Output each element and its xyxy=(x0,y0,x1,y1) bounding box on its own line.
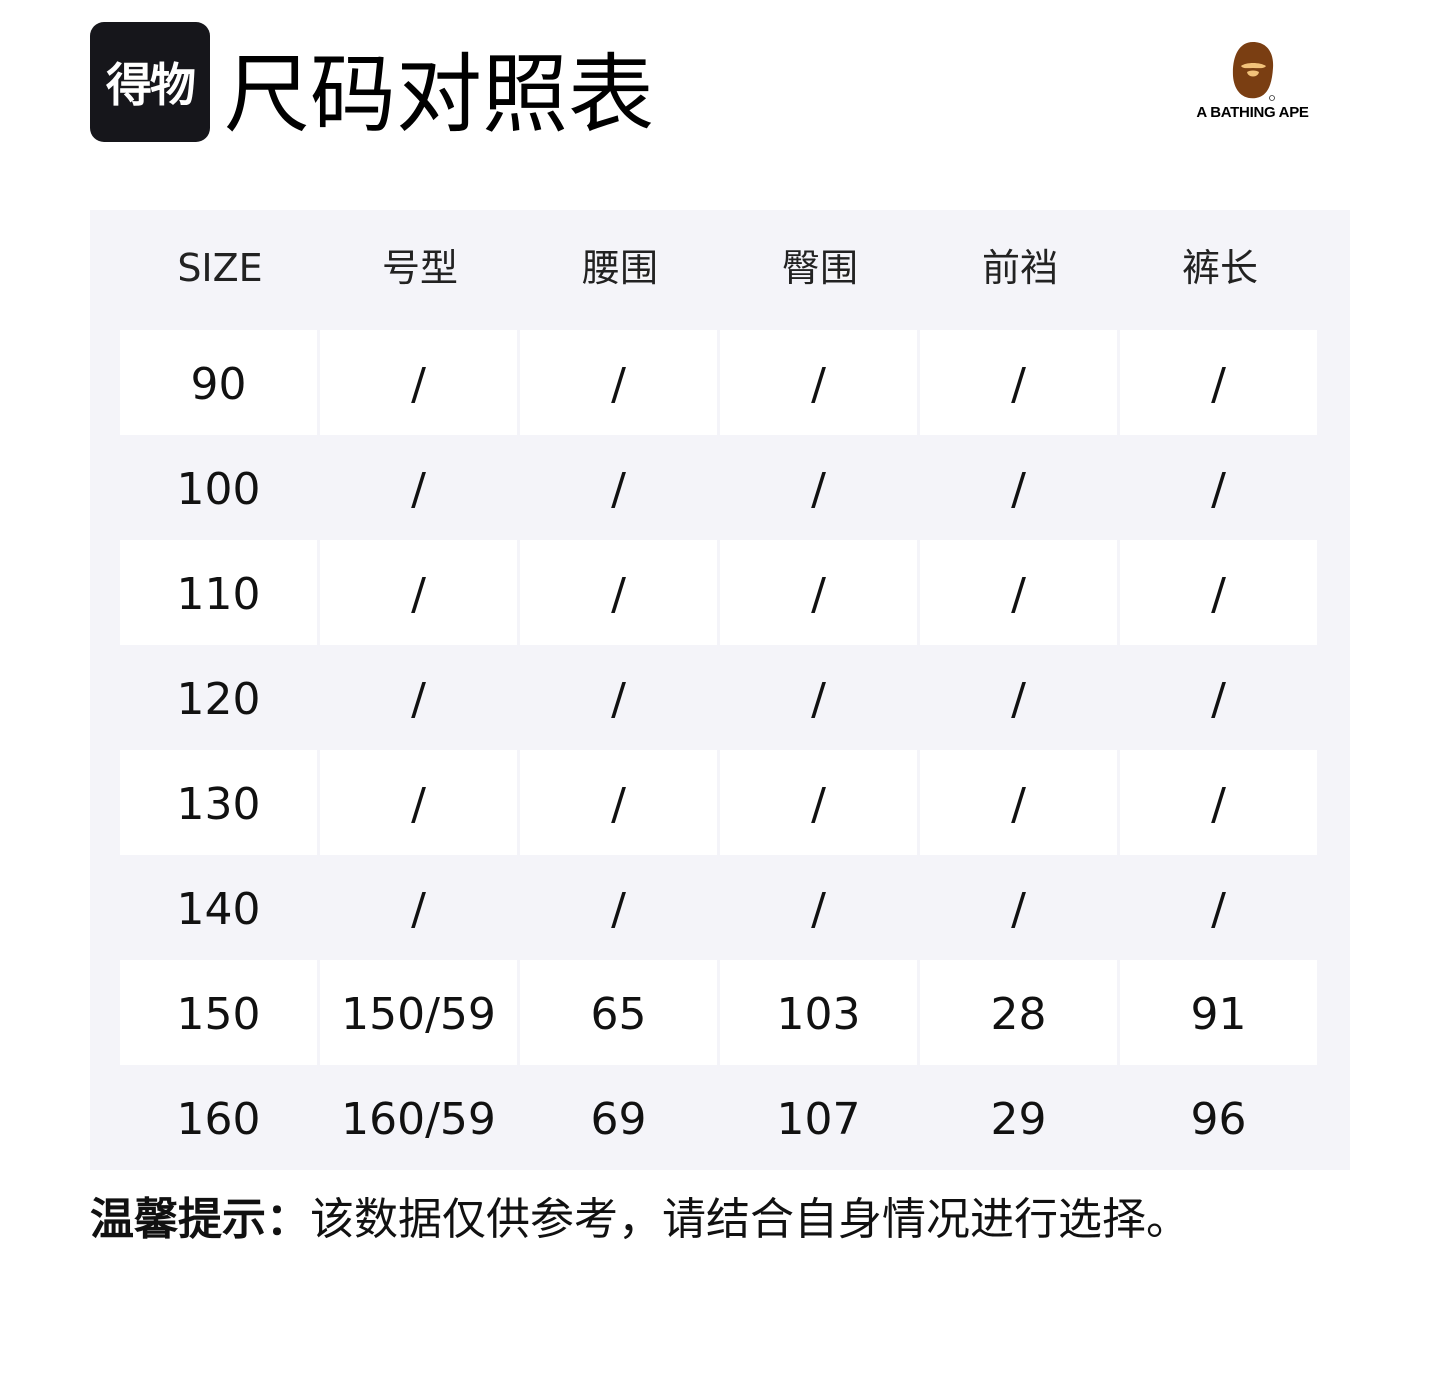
table-cell: / xyxy=(320,540,517,645)
table-cell: / xyxy=(1011,464,1026,515)
table-cell: / xyxy=(411,884,426,935)
table-cell: / xyxy=(411,674,426,725)
column-header: 前裆 xyxy=(981,246,1058,290)
table-cell: 29 xyxy=(990,1094,1047,1145)
table-cell: / xyxy=(1211,464,1226,515)
table-row: 120 / / / / / xyxy=(120,645,1320,750)
table-cell: / xyxy=(520,540,717,645)
table-cell: 140 xyxy=(176,884,261,935)
column-header: 裤长 xyxy=(1181,246,1258,290)
table-cell: 150 xyxy=(120,960,317,1065)
table-cell: 107 xyxy=(776,1094,861,1145)
table-cell: 160 xyxy=(176,1094,261,1145)
table-cell: / xyxy=(811,884,826,935)
table-cell: / xyxy=(1011,884,1026,935)
table-cell: / xyxy=(720,540,917,645)
page-title: 尺码对照表 xyxy=(224,45,654,145)
table-row: 140 / / / / / xyxy=(120,855,1320,960)
table-cell: / xyxy=(1211,674,1226,725)
tip-note: 温馨提示：该数据仅供参考，请结合自身情况进行选择。 xyxy=(90,1190,1190,1250)
brand-name: A BATHING APE xyxy=(1196,104,1309,121)
table-cell: / xyxy=(611,464,626,515)
size-table: SIZE 号型 腰围 臀围 前裆 裤长 90// / //100// / //110// / //12… xyxy=(90,210,1350,1170)
tip-label: 温馨提示： xyxy=(90,1194,310,1245)
table-cell: / xyxy=(720,330,917,435)
table-cell: 96 xyxy=(1190,1094,1247,1145)
table-row: 90// / / / xyxy=(120,330,1320,435)
table-row: 130// / / / xyxy=(120,750,1320,855)
column-header: 号型 xyxy=(381,246,458,290)
table-cell: / xyxy=(1120,750,1317,855)
table-row: 110// / / / xyxy=(120,540,1320,645)
table-row: 150 150/59 65 103 28 91 xyxy=(120,960,1320,1065)
column-header: 臀围 xyxy=(781,246,858,290)
table-cell: 28 xyxy=(920,960,1117,1065)
table-cell: / xyxy=(1120,330,1317,435)
table-cell: 110 xyxy=(120,540,317,645)
column-header: 腰围 xyxy=(581,246,658,290)
table-cell: / xyxy=(811,464,826,515)
table-cell: / xyxy=(520,330,717,435)
table-cell: / xyxy=(811,674,826,725)
table-cell: / xyxy=(320,750,517,855)
table-cell: 90 xyxy=(120,330,317,435)
dewu-logo: 得物 xyxy=(90,22,210,142)
tip-text: 该数据仅供参考，请结合自身情况进行选择。 xyxy=(310,1194,1190,1245)
table-cell: 120 xyxy=(176,674,261,725)
table-cell: 100 xyxy=(176,464,261,515)
table-cell: / xyxy=(920,330,1117,435)
table-row: 100 / / / / / xyxy=(120,435,1320,540)
table-cell: 103 xyxy=(720,960,917,1065)
table-row: 160 160/59 69 107 29 96 xyxy=(120,1065,1320,1170)
ape-head-icon xyxy=(1232,42,1275,101)
table-cell: / xyxy=(520,750,717,855)
table-cell: / xyxy=(920,750,1117,855)
brand-logo: A BATHING APE xyxy=(1190,40,1315,121)
table-cell: 160/59 xyxy=(341,1094,496,1145)
table-cell: / xyxy=(611,674,626,725)
table-header: SIZE 号型 腰围 臀围 前裆 裤长 xyxy=(120,210,1320,330)
table-cell: / xyxy=(411,464,426,515)
table-cell: / xyxy=(1120,540,1317,645)
table-cell: 130 xyxy=(120,750,317,855)
table-cell: 150/59 xyxy=(320,960,517,1065)
table-cell: / xyxy=(920,540,1117,645)
table-cell: / xyxy=(1211,884,1226,935)
table-cell: / xyxy=(720,750,917,855)
table-cell: 91 xyxy=(1120,960,1317,1065)
table-cell: / xyxy=(1011,674,1026,725)
table-cell: 65 xyxy=(520,960,717,1065)
table-cell: / xyxy=(611,884,626,935)
table-cell: / xyxy=(320,330,517,435)
column-header: SIZE xyxy=(177,246,263,290)
table-cell: 69 xyxy=(590,1094,647,1145)
